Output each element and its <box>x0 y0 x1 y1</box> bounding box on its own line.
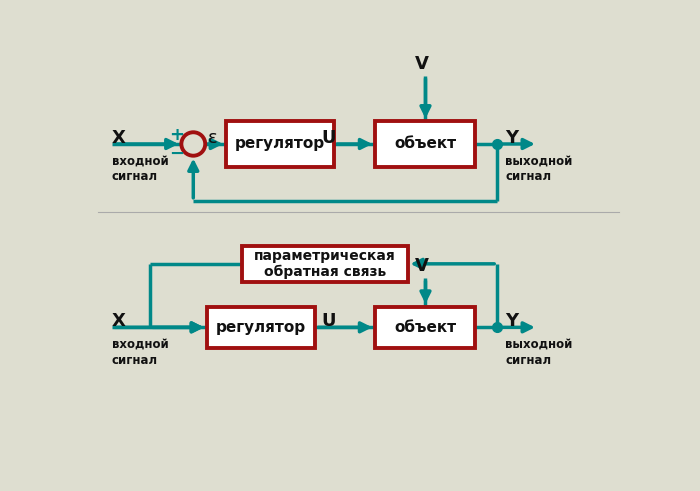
Text: Y: Y <box>505 129 518 147</box>
Bar <box>242 246 407 282</box>
Bar <box>375 121 475 166</box>
Text: X: X <box>112 312 126 330</box>
Text: выходной
сигнал: выходной сигнал <box>505 337 573 367</box>
Text: параметрическая
обратная связь: параметрическая обратная связь <box>254 249 396 279</box>
Bar <box>226 121 335 166</box>
Text: объект: объект <box>394 136 456 152</box>
Text: +: + <box>169 126 185 143</box>
Text: V: V <box>414 55 428 73</box>
Text: ε: ε <box>208 129 218 147</box>
Text: U: U <box>322 129 336 147</box>
Text: выходной
сигнал: выходной сигнал <box>505 154 573 183</box>
Text: −: − <box>169 145 185 163</box>
Text: X: X <box>112 129 126 147</box>
Text: V: V <box>414 257 428 275</box>
Bar <box>375 306 475 348</box>
Bar <box>207 306 315 348</box>
Text: регулятор: регулятор <box>216 320 306 335</box>
Text: Y: Y <box>505 312 518 330</box>
Text: U: U <box>322 312 336 330</box>
Text: регулятор: регулятор <box>235 136 325 152</box>
Text: объект: объект <box>394 320 456 335</box>
Text: входной
сигнал: входной сигнал <box>112 337 169 367</box>
Text: входной
сигнал: входной сигнал <box>112 154 169 183</box>
